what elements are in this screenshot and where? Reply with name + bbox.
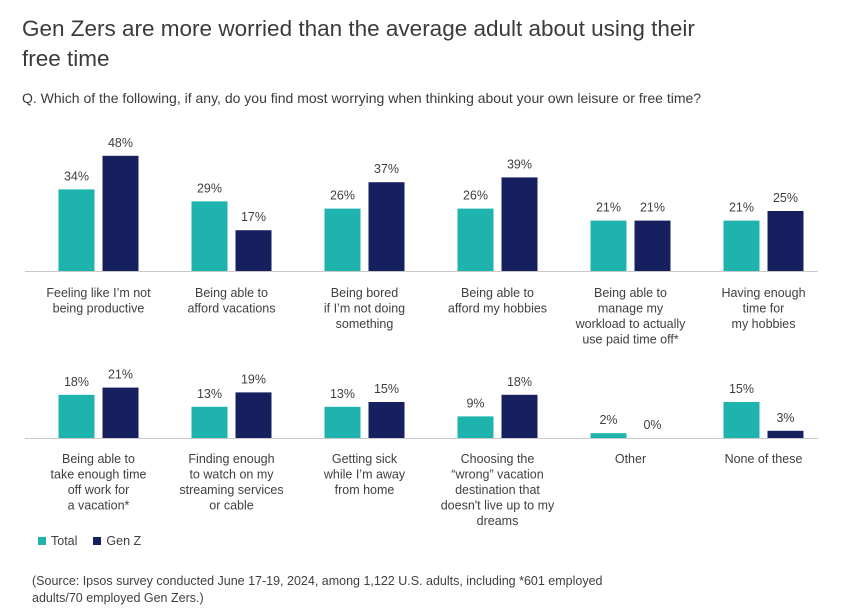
bar-genz	[368, 402, 405, 438]
legend-swatch-genz	[93, 537, 102, 545]
legend-label-genz: Gen Z	[106, 534, 142, 548]
bar-genz	[368, 182, 405, 271]
bar-genz	[102, 155, 139, 271]
legend-item-genz: Gen Z	[93, 534, 141, 548]
data-label-genz: 37%	[374, 162, 399, 176]
bar-total	[723, 220, 760, 271]
data-label-total: 34%	[64, 169, 89, 183]
data-label-genz: 39%	[507, 157, 532, 171]
category-label: Being able to take enough time off work fo…	[51, 452, 147, 513]
bar-total	[324, 208, 361, 271]
data-label-total: 13%	[197, 387, 222, 401]
data-label-total: 15%	[729, 382, 754, 396]
category-label: Choosing the “wrong” vacation destination …	[441, 452, 555, 528]
bar-genz	[767, 211, 804, 271]
legend-label-total: Total	[51, 534, 78, 548]
bar-total	[457, 416, 494, 438]
bar-total	[723, 402, 760, 438]
legend: Total Gen Z	[38, 534, 157, 548]
bar-total	[590, 433, 627, 438]
data-label-total: 21%	[729, 201, 754, 215]
bar-total	[191, 201, 228, 271]
bar-genz	[102, 387, 139, 438]
data-label-total: 29%	[197, 181, 222, 195]
bar-total	[58, 394, 95, 438]
legend-swatch-total	[38, 537, 46, 545]
data-label-total: 26%	[463, 189, 488, 203]
data-label-total: 21%	[596, 201, 621, 215]
category-label: Other	[615, 452, 646, 466]
bar-chart: 34% 48% Feeling like I’m not being producti…	[25, 136, 818, 528]
category-label: Feeling like I’m not being productive	[46, 286, 151, 316]
bar-total	[58, 189, 95, 271]
bar-total	[191, 406, 228, 438]
bar-genz	[235, 392, 272, 438]
bar-genz	[235, 230, 272, 271]
data-label-genz: 3%	[776, 411, 794, 425]
bar-total	[324, 406, 361, 438]
data-label-genz: 0%	[643, 418, 661, 432]
data-label-total: 26%	[330, 189, 355, 203]
data-label-genz: 17%	[241, 210, 266, 224]
category-label: Being able to afford my hobbies	[448, 286, 547, 316]
data-label-genz: 19%	[241, 372, 266, 386]
legend-item-total: Total	[38, 534, 77, 548]
survey-question: Q. Which of the following, if any, do yo…	[22, 90, 702, 106]
bar-total	[590, 220, 627, 271]
category-label: Finding enough to watch on my streaming se…	[179, 452, 283, 513]
category-label: Being bored if I’m not doing something	[324, 286, 405, 331]
category-label: None of these	[725, 452, 803, 466]
data-label-total: 18%	[64, 375, 89, 389]
category-label: Having enough time for my hobbies	[721, 286, 805, 331]
data-label-genz: 21%	[108, 368, 133, 382]
category-label: Being able to afford vacations	[187, 286, 275, 316]
category-label: Getting sick while I’m away from home	[323, 452, 406, 497]
data-label-genz: 21%	[640, 201, 665, 215]
bar-genz	[634, 220, 671, 271]
data-label-total: 13%	[330, 387, 355, 401]
bar-total	[457, 208, 494, 271]
data-label-total: 9%	[466, 396, 484, 410]
data-label-genz: 18%	[507, 375, 532, 389]
data-label-total: 2%	[599, 413, 617, 427]
source-note: (Source: Ipsos survey conducted June 17-…	[32, 574, 603, 605]
category-label: Being able to manage my workload to actual…	[575, 286, 687, 347]
bar-genz	[767, 430, 804, 438]
data-label-genz: 48%	[108, 136, 133, 150]
bar-genz	[501, 394, 538, 438]
bar-genz	[501, 177, 538, 271]
data-label-genz: 15%	[374, 382, 399, 396]
data-label-genz: 25%	[773, 191, 798, 205]
page-title: Gen Zers are more worried than the avera…	[22, 16, 695, 71]
